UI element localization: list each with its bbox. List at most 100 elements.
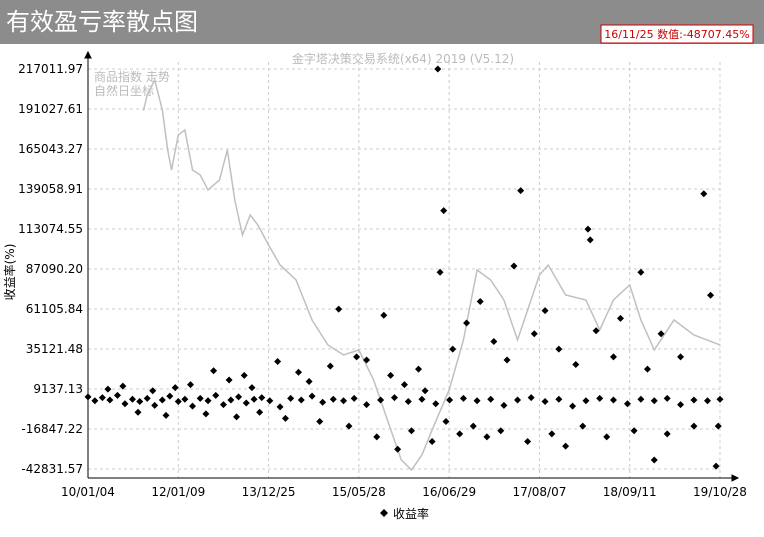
point: [677, 401, 685, 409]
point: [84, 393, 92, 401]
point: [248, 384, 256, 392]
point: [712, 462, 720, 470]
point: [541, 307, 549, 315]
point: [380, 311, 388, 319]
point: [119, 382, 127, 390]
point: [113, 391, 121, 399]
point: [202, 410, 210, 418]
point: [603, 433, 611, 441]
point: [187, 381, 195, 389]
point: [663, 394, 671, 402]
point: [294, 368, 302, 376]
point: [707, 291, 715, 299]
x-tick-label: 10/01/04: [61, 485, 115, 499]
point: [151, 401, 159, 409]
point: [196, 394, 204, 402]
point: [555, 345, 563, 353]
point: [305, 377, 313, 385]
point: [219, 401, 227, 409]
point: [106, 396, 114, 404]
point: [404, 397, 412, 405]
point: [714, 422, 722, 430]
point: [297, 396, 305, 404]
legend-label: 收益率: [393, 506, 429, 521]
point: [212, 391, 220, 399]
point: [524, 438, 532, 446]
point: [204, 397, 212, 405]
point: [158, 396, 166, 404]
y-tick-label: 165043.27: [18, 142, 83, 156]
point: [276, 403, 284, 411]
y-tick-label: 113074.55: [18, 222, 83, 236]
point: [335, 305, 343, 313]
x-tick-label: 17/08/07: [512, 485, 566, 499]
point: [418, 395, 426, 403]
point: [579, 422, 587, 430]
point: [643, 365, 651, 373]
point: [432, 400, 440, 408]
point: [609, 353, 617, 361]
y-tick-label: 9137.13: [33, 382, 83, 396]
point: [476, 297, 484, 305]
point: [530, 330, 538, 338]
point: [483, 433, 491, 441]
point: [700, 190, 708, 198]
point: [596, 394, 604, 402]
point: [616, 314, 624, 322]
point: [548, 430, 556, 438]
point: [487, 395, 495, 403]
point: [134, 408, 142, 416]
trend-line: [142, 77, 721, 472]
point: [716, 395, 724, 403]
point: [503, 356, 511, 364]
point: [490, 337, 498, 345]
point: [250, 395, 258, 403]
x-tick-label: 15/05/28: [332, 485, 386, 499]
legend-marker: [380, 509, 388, 517]
note: 自然日坐标: [94, 83, 154, 98]
point: [428, 438, 436, 446]
point: [630, 427, 638, 435]
point: [572, 361, 580, 369]
point: [181, 395, 189, 403]
point: [104, 385, 112, 393]
point: [171, 384, 179, 392]
point: [345, 422, 353, 430]
point: [569, 402, 577, 410]
point: [353, 353, 361, 361]
point: [162, 411, 170, 419]
point: [256, 408, 264, 416]
point: [704, 397, 712, 405]
point: [609, 396, 617, 404]
x-tick-label: 19/10/28: [693, 485, 747, 499]
point: [166, 392, 174, 400]
point: [517, 187, 525, 195]
point: [407, 427, 415, 435]
point: [446, 396, 454, 404]
point: [663, 430, 671, 438]
point: [326, 362, 334, 370]
point: [128, 395, 136, 403]
point: [174, 397, 182, 405]
point: [377, 396, 385, 404]
point: [541, 397, 549, 405]
point: [497, 427, 505, 435]
point: [473, 397, 481, 405]
point: [623, 400, 631, 408]
point: [415, 365, 423, 373]
info-box: [600, 24, 754, 44]
point: [350, 394, 358, 402]
point: [149, 387, 157, 395]
y-axis: [84, 50, 92, 478]
point: [287, 394, 295, 402]
point: [136, 397, 144, 405]
info-text: 16/11/25 数值:-48707.45%: [604, 28, 750, 41]
point: [400, 381, 408, 389]
point: [242, 399, 250, 407]
point: [449, 345, 457, 353]
point: [469, 422, 477, 430]
point: [329, 395, 337, 403]
point: [514, 396, 522, 404]
point: [592, 327, 600, 335]
point: [316, 418, 324, 426]
